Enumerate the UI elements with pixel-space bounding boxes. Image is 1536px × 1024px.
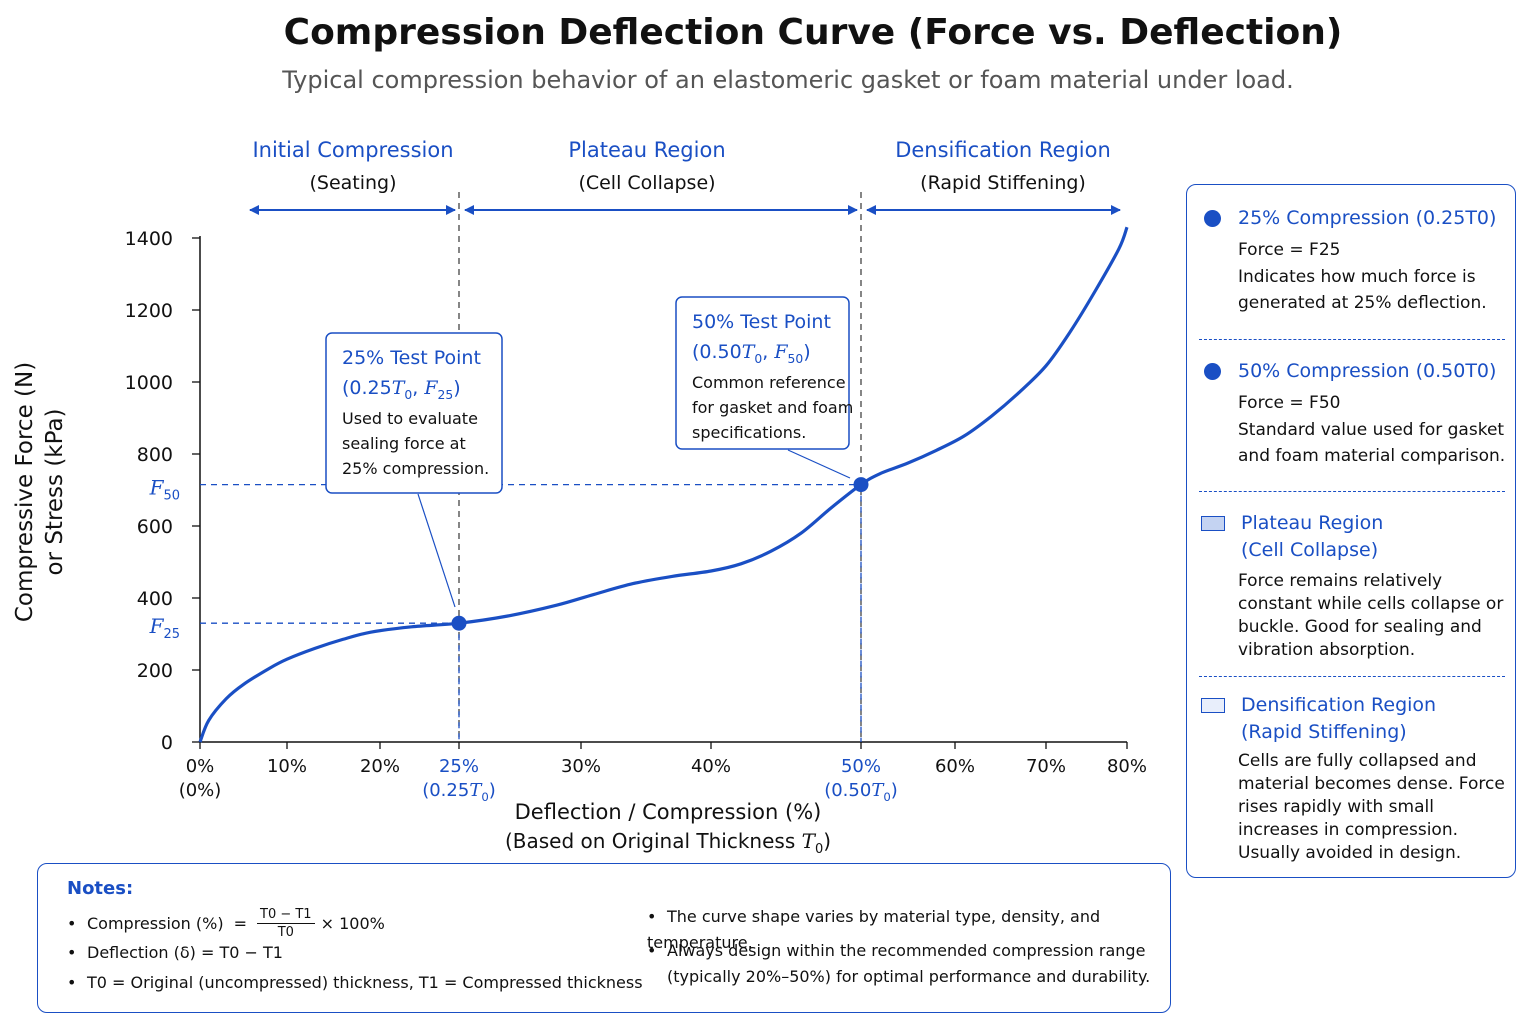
compression-fraction: T0 − T1 T0: [257, 906, 315, 941]
annotation-leader-line: [787, 449, 851, 479]
x-axis-label: Deflection / Compression (%): [515, 800, 822, 824]
data-point: [853, 477, 869, 493]
annotation-text: sealing force at: [342, 434, 466, 453]
region-subtitle: (Seating): [309, 172, 396, 194]
x-tick-label: 20%: [360, 756, 400, 777]
densification-swatch-icon: [1201, 698, 1225, 713]
legend-item-50-desc: Standard value used for gasket and foam …: [1238, 420, 1506, 466]
annotation-text: Used to evaluate: [342, 409, 478, 428]
x-tick-sublabel: (0.25T0​): [422, 780, 496, 804]
note-compression-tail: × 100%: [320, 913, 385, 933]
legend-item-25-force: Force = F25: [1238, 240, 1341, 260]
y-marker-label: F25​: [149, 614, 180, 642]
region-subtitle: (Cell Collapse): [578, 172, 715, 194]
x-tick-label: 60%: [935, 756, 975, 777]
region-subtitle: (Rapid Stiffening): [920, 172, 1086, 194]
legend-item-50-force: Force = F50: [1238, 393, 1341, 413]
note-design-line2: (typically 20%–50%) for optimal performa…: [667, 967, 1151, 986]
annotation-title: 50% Test Point: [692, 311, 831, 333]
note-compression: • Compression (%) = T0 − T1 T0 × 100%: [67, 906, 385, 941]
y-tick-label: 1400: [125, 228, 173, 250]
y-tick-label: 1000: [125, 372, 173, 394]
legend-item-densification-subtitle: (Rapid Stiffening): [1241, 721, 1407, 743]
fraction-numerator: T0 − T1: [257, 906, 315, 924]
y-axis-sublabel: or Stress (kPa): [42, 408, 68, 575]
note-design-line1: Always design within the recommended com…: [667, 941, 1146, 960]
notes-title: Notes:: [67, 878, 134, 899]
region-title: Initial Compression: [252, 138, 453, 162]
note-deflection-text: Deflection (δ) = T0 − T1: [87, 943, 283, 962]
plateau-swatch-icon: [1201, 516, 1225, 531]
region-title: Plateau Region: [568, 138, 725, 162]
legend-item-densification-title: Densification Region: [1241, 694, 1437, 716]
annotation-text: specifications.: [692, 423, 806, 442]
data-series-line: [198, 226, 1129, 743]
fraction-denominator: T0: [277, 925, 294, 940]
data-point: [451, 615, 467, 631]
y-tick-label: 1200: [125, 300, 173, 322]
chart-subtitle: Typical compression behavior of an elast…: [282, 66, 1294, 94]
x-tick-label: 40%: [691, 756, 731, 777]
annotation-text: 25% compression.: [342, 459, 489, 478]
y-tick-label: 600: [137, 516, 173, 538]
point-50-marker-icon: [1204, 363, 1221, 380]
note-compression-label: Compression (%): [87, 913, 224, 933]
legend-item-plateau: Plateau Region (Cell Collapse) Force rem…: [1187, 510, 1515, 662]
annotation-box: [675, 296, 850, 450]
y-marker-label: F50​: [149, 476, 180, 504]
chart-canvas: Initial Compression (Seating) Plateau Regi…: [12, 138, 1147, 857]
point-25-marker-icon: [1204, 210, 1221, 227]
y-tick-label: 800: [137, 444, 173, 466]
legend-item-25-title: 25% Compression (0.25T0): [1238, 207, 1497, 229]
y-tick-label: 200: [137, 660, 173, 682]
x-tick-label: 50%: [841, 756, 881, 777]
legend-item-densification: Densification Region (Rapid Stiffening) …: [1187, 692, 1515, 865]
x-tick-label: 80%: [1107, 756, 1147, 777]
note-design: • Always design within the recommended co…: [647, 941, 1151, 986]
chart-title: Compression Deflection Curve (Force vs. …: [283, 12, 1343, 53]
annotation-subtitle: (0.50T0​, F50​): [692, 341, 811, 366]
x-tick-label: 25%: [439, 756, 479, 777]
x-tick-label: 30%: [561, 756, 601, 777]
region-title: Densification Region: [895, 138, 1111, 162]
annotation-subtitle: (0.25T0​, F25​): [342, 377, 461, 402]
annotation-box: [325, 332, 503, 494]
y-tick-label: 400: [137, 588, 173, 610]
legend-item-plateau-desc: Force remains relatively constant while …: [1238, 571, 1504, 660]
legend-item-50-title: 50% Compression (0.50T0): [1238, 360, 1497, 382]
x-tick-sublabel: (0.50T0​): [824, 780, 898, 804]
legend-item-25: 25% Compression (0.25T0) Force = F25 Ind…: [1187, 205, 1515, 316]
legend-item-plateau-title: Plateau Region: [1241, 512, 1384, 534]
legend-item-50: 50% Compression (0.50T0) Force = F50 Sta…: [1187, 358, 1515, 469]
note-curve-shape: • The curve shape varies by material type…: [647, 907, 1101, 952]
note-definitions: • T0 = Original (uncompressed) thickness,…: [67, 973, 643, 992]
annotation-leader-line: [417, 493, 456, 608]
x-axis-sublabel: (Based on Original Thickness T0​): [505, 829, 831, 857]
y-axis-label: Compressive Force (N): [12, 362, 38, 622]
notes-panel: Notes: • Compression (%) = T0 − T1 T0 × …: [37, 863, 1171, 1013]
x-tick-label: 0%: [186, 756, 215, 777]
legend-item-25-desc: Indicates how much force is generated at…: [1238, 267, 1487, 313]
note-curve-shape-text: The curve shape varies by material type,…: [647, 907, 1101, 952]
legend-divider: [1199, 676, 1505, 677]
legend-item-densification-desc: Cells are fully collapsed and material b…: [1238, 751, 1505, 863]
annotation-title: 25% Test Point: [342, 347, 481, 369]
y-tick-label: 0: [161, 732, 173, 754]
note-deflection: • Deflection (δ) = T0 − T1: [67, 943, 283, 962]
legend-panel: 25% Compression (0.25T0) Force = F25 Ind…: [1186, 184, 1516, 878]
annotation-text: Common reference: [692, 373, 846, 392]
legend-divider: [1199, 491, 1505, 492]
note-definitions-text: T0 = Original (uncompressed) thickness, …: [87, 973, 643, 992]
legend-item-plateau-subtitle: (Cell Collapse): [1241, 539, 1379, 561]
x-tick-label: 70%: [1026, 756, 1066, 777]
annotation-text: for gasket and foam: [692, 398, 853, 417]
x-tick-sublabel: (0%): [179, 780, 222, 801]
x-tick-label: 10%: [267, 756, 307, 777]
legend-divider: [1199, 339, 1505, 340]
